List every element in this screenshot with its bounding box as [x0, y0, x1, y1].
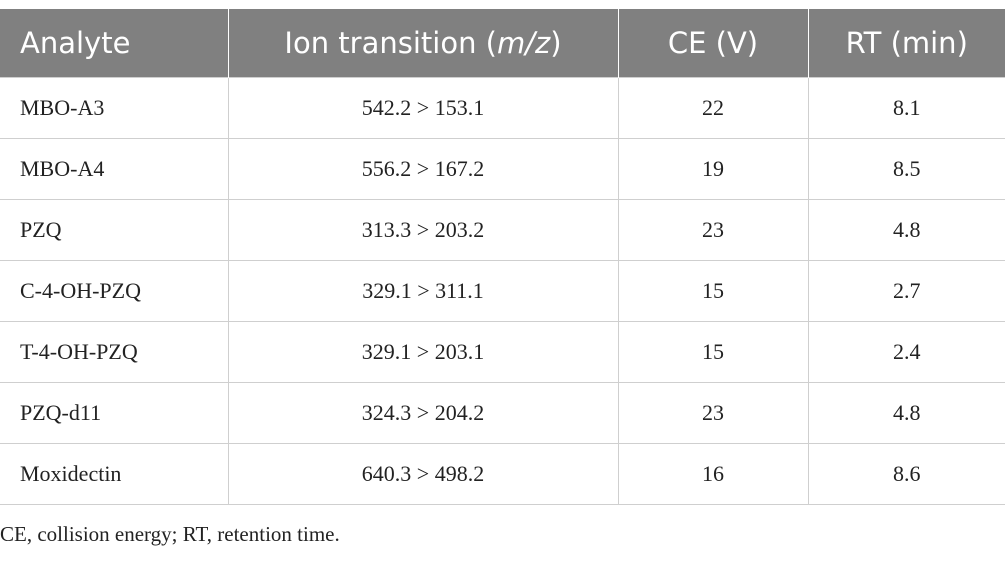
table-cell: 329.1 > 203.1 [227, 321, 619, 383]
table-cell: 2.4 [807, 321, 1005, 383]
table-row: PZQ 313.3 > 203.2 23 4.8 [0, 199, 1005, 261]
table-cell: 19 [617, 138, 809, 200]
table-cell: PZQ-d11 [0, 382, 229, 444]
table-cell: MBO-A3 [0, 77, 229, 139]
table-row: MBO-A4 556.2 > 167.2 19 8.5 [0, 138, 1005, 200]
table-cell: 2.7 [807, 260, 1005, 322]
table-cell: 22 [617, 77, 809, 139]
table-cell: Moxidectin [0, 443, 229, 505]
table-cell: C-4-OH-PZQ [0, 260, 229, 322]
table-cell: PZQ [0, 199, 229, 261]
header-row: Analyte Ion transition (m/z) CE (V) RT (… [0, 9, 1005, 78]
table-row: C-4-OH-PZQ 329.1 > 311.1 15 2.7 [0, 260, 1005, 322]
table-cell: 324.3 > 204.2 [227, 382, 619, 444]
table-cell: 23 [617, 199, 809, 261]
table-cell: 16 [617, 443, 809, 505]
table-cell: 329.1 > 311.1 [227, 260, 619, 322]
table-cell: 556.2 > 167.2 [227, 138, 619, 200]
table-cell: 15 [617, 260, 809, 322]
table-row: MBO-A3 542.2 > 153.1 22 8.1 [0, 77, 1005, 139]
header-italic: m/z [497, 26, 551, 60]
table-cell: 4.8 [807, 199, 1005, 261]
table-cell: 542.2 > 153.1 [227, 77, 619, 139]
table-cell: 8.5 [807, 138, 1005, 200]
header-cell: Analyte [0, 9, 228, 78]
table-cell: 313.3 > 203.2 [227, 199, 619, 261]
table-cell: 15 [617, 321, 809, 383]
table-cell: 8.1 [807, 77, 1005, 139]
footnote: CE, collision energy; RT, retention time… [0, 522, 340, 546]
table-cell: 4.8 [807, 382, 1005, 444]
header-cell: Ion transition (m/z) [227, 9, 618, 78]
table-row: Moxidectin 640.3 > 498.2 16 8.6 [0, 443, 1005, 505]
table-cell: 640.3 > 498.2 [227, 443, 619, 505]
header-cell: RT (min) [807, 9, 1005, 78]
table-row: PZQ-d11 324.3 > 204.2 23 4.8 [0, 382, 1005, 444]
table-cell: T-4-OH-PZQ [0, 321, 229, 383]
header-cell: CE (V) [617, 9, 808, 78]
data-table: Analyte Ion transition (m/z) CE (V) RT (… [0, 9, 1005, 505]
header-text: Ion transition ( [284, 26, 497, 60]
table-cell: 23 [617, 382, 809, 444]
table-cell: 8.6 [807, 443, 1005, 505]
table-row: T-4-OH-PZQ 329.1 > 203.1 15 2.4 [0, 321, 1005, 383]
table-cell: MBO-A4 [0, 138, 229, 200]
table-body: MBO-A3 542.2 > 153.1 22 8.1 MBO-A4 556.2 > 16… [0, 77, 1005, 505]
header-text: ) [550, 26, 562, 60]
